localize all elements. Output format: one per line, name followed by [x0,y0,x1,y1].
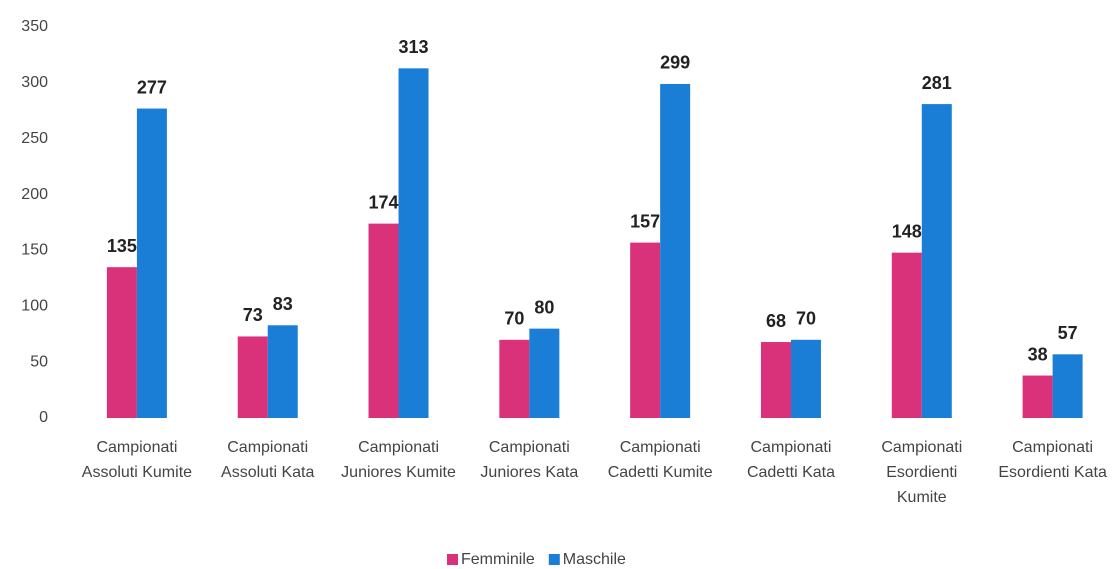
bar [106,267,137,418]
y-tick-label: 250 [21,130,48,147]
legend: Femminile Maschile [447,551,626,568]
value-label: 313 [399,37,429,57]
bar [368,223,399,418]
bar [267,325,298,418]
bar [136,108,167,419]
y-tick-label: 200 [21,186,48,203]
value-label: 277 [137,77,167,97]
bar [1022,375,1053,418]
x-tick-label: Campionati Esordienti Kumite [881,439,962,506]
x-tick-label: Campionati Juniores Kumite [341,439,456,481]
value-label: 83 [273,294,293,314]
value-label: 299 [660,53,690,73]
bar [499,339,530,418]
bar [660,83,691,418]
bar [529,328,560,418]
bar [891,252,922,418]
bar [921,104,952,418]
legend-swatch [447,554,458,565]
y-tick-label: 100 [21,298,48,315]
x-tick-label: Campionati Cadetti Kata [747,439,835,481]
legend-swatch [548,554,560,565]
value-label: 80 [534,297,554,317]
bar [760,342,791,418]
bar [790,339,821,418]
x-tick-label: Campionati Esordienti Kata [998,439,1107,481]
legend-label: Maschile [563,551,626,568]
value-label: 281 [922,73,952,93]
value-label: 157 [630,211,660,231]
bar [237,336,268,418]
legend-label: Femminile [461,551,535,568]
value-label: 38 [1028,344,1048,364]
value-label: 70 [796,309,816,329]
value-label: 135 [107,236,137,256]
y-tick-label: 0 [39,409,48,426]
value-label: 57 [1058,323,1078,343]
x-tick-label: Campionati Assoluti Kata [221,439,314,481]
value-label: 148 [892,221,922,241]
x-tick-label: Campionati Cadetti Kumite [608,439,713,481]
bar [398,68,429,418]
y-tick-label: 350 [21,18,48,35]
value-label: 73 [243,305,263,325]
y-tick-label: 50 [30,353,48,370]
x-tick-label: Campionati Assoluti Kumite [82,439,192,481]
value-label: 70 [504,309,524,329]
x-tick-label: Campionati Juniores Kata [480,439,578,481]
bar [1052,354,1083,418]
y-tick-label: 300 [21,74,48,91]
bar [630,242,661,418]
value-label: 174 [369,192,399,212]
value-label: 68 [766,311,786,331]
y-tick-label: 150 [21,242,48,259]
